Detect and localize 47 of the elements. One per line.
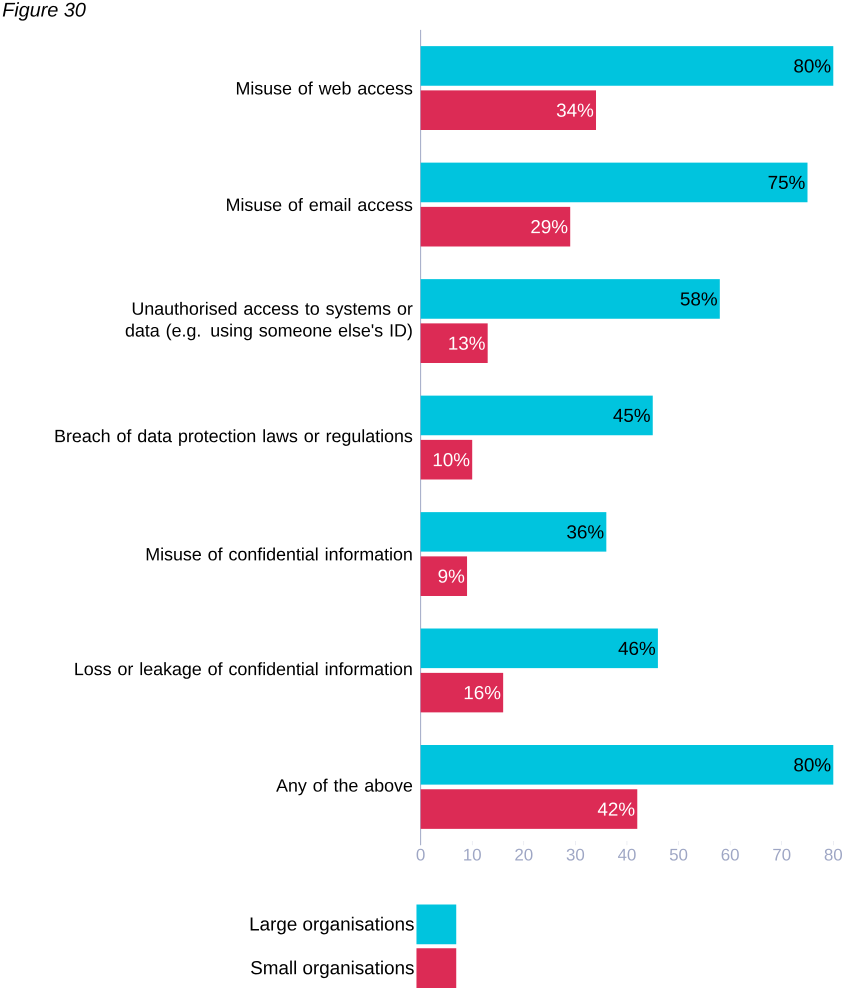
data-label: 9% bbox=[438, 569, 464, 583]
text: Figure 30 bbox=[2, 2, 86, 21]
data-label: 80% bbox=[794, 59, 830, 73]
data-label: 36% bbox=[567, 525, 604, 539]
x-tick-label: 10 bbox=[464, 848, 481, 861]
data-label: 16% bbox=[464, 686, 500, 700]
bar bbox=[420, 512, 606, 552]
legend-label: Small organisations bbox=[251, 960, 414, 978]
y-tick-label: Unauthorised access to systems or data (e.g. using someone else's ID) bbox=[126, 302, 412, 340]
bar bbox=[420, 628, 658, 668]
bar bbox=[420, 206, 570, 246]
bar bbox=[420, 440, 472, 480]
bar bbox=[420, 672, 504, 712]
x-tick-label: 0 bbox=[416, 848, 425, 861]
bar bbox=[420, 556, 467, 596]
legend-label: Large organisations bbox=[250, 916, 414, 934]
data-label: 34% bbox=[556, 104, 594, 117]
data-label: 42% bbox=[598, 802, 634, 816]
bar bbox=[420, 745, 834, 785]
x-tick-label: 30 bbox=[566, 848, 584, 861]
x-tick-label: 20 bbox=[515, 848, 532, 861]
bar bbox=[420, 279, 720, 319]
data-label: 13% bbox=[449, 336, 485, 350]
x-tick-label: 60 bbox=[722, 848, 739, 861]
y-tick-label: Misuse of web access bbox=[236, 82, 412, 95]
x-tick-label: 40 bbox=[618, 848, 636, 861]
x-tick-label: 50 bbox=[670, 848, 688, 861]
y-tick-label: Misuse of email access bbox=[226, 198, 412, 212]
y-tick-label: Misuse of confidential information bbox=[146, 547, 412, 561]
bar bbox=[420, 789, 638, 829]
bar bbox=[420, 46, 834, 86]
bar bbox=[420, 323, 488, 363]
bar bbox=[420, 90, 596, 130]
bar bbox=[420, 396, 653, 436]
bar bbox=[420, 162, 808, 202]
data-label: 75% bbox=[768, 176, 805, 190]
y-tick-label: Any of the above bbox=[276, 778, 412, 796]
data-label: 58% bbox=[680, 292, 717, 306]
y-tick-label: Loss or leakage of confidential information bbox=[75, 662, 412, 679]
data-label: 29% bbox=[531, 220, 568, 234]
y-tick-label: Breach of data protection laws or regulations bbox=[55, 429, 412, 446]
data-label: 46% bbox=[618, 642, 655, 656]
data-label: 10% bbox=[434, 452, 470, 466]
data-label: 80% bbox=[794, 758, 830, 772]
data-label: 45% bbox=[613, 408, 650, 422]
x-tick-label: 70 bbox=[773, 848, 790, 861]
x-tick-label: 80 bbox=[824, 848, 842, 861]
